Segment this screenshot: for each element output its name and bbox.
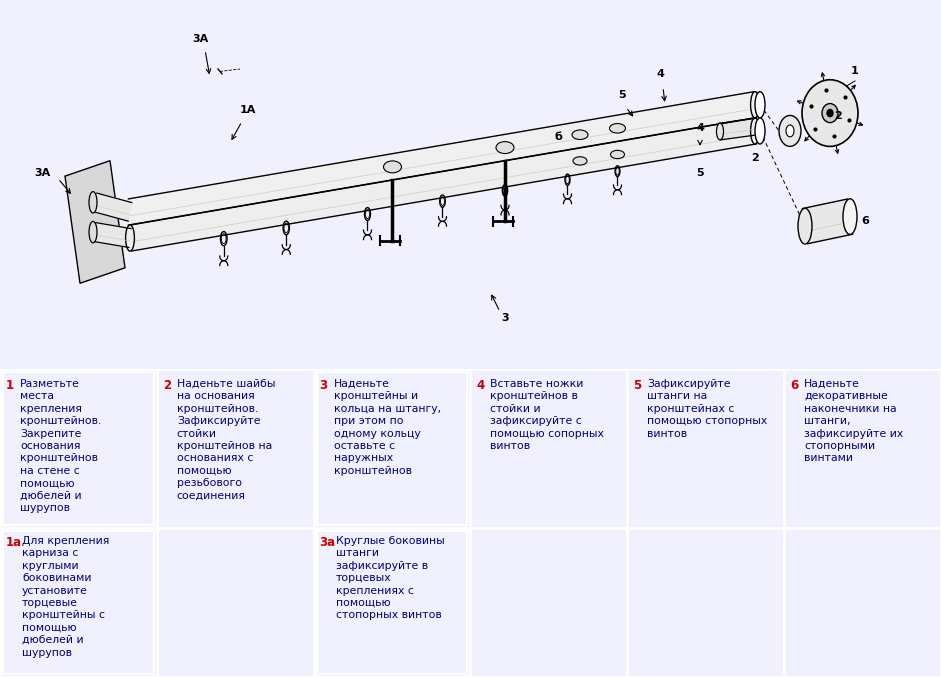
- Text: Наденьте
декоративные
наконечники на
штанги,
зафиксируйте их
стопорными
винтами: Наденьте декоративные наконечники на шта…: [805, 379, 903, 463]
- Ellipse shape: [89, 192, 97, 213]
- Text: 3: 3: [502, 313, 509, 324]
- Ellipse shape: [384, 161, 402, 173]
- Circle shape: [802, 80, 858, 146]
- Text: 4: 4: [656, 69, 664, 79]
- Polygon shape: [803, 199, 853, 244]
- Bar: [3, 531, 153, 674]
- Text: 5: 5: [696, 168, 704, 178]
- Text: 3а: 3а: [320, 536, 336, 549]
- Polygon shape: [93, 193, 132, 221]
- Text: 2: 2: [163, 379, 171, 392]
- Text: 4: 4: [696, 123, 704, 133]
- Ellipse shape: [610, 123, 626, 133]
- Ellipse shape: [496, 141, 514, 154]
- Ellipse shape: [125, 225, 135, 251]
- Circle shape: [822, 104, 838, 123]
- Polygon shape: [128, 118, 757, 251]
- Bar: [3, 372, 153, 525]
- Ellipse shape: [572, 130, 588, 139]
- Ellipse shape: [751, 91, 759, 118]
- Text: 6: 6: [790, 379, 798, 392]
- Bar: [317, 531, 468, 674]
- Text: 6: 6: [861, 216, 869, 225]
- Ellipse shape: [89, 221, 97, 243]
- Text: Наденьте шайбы
на основания
кронштейнов.
Зафиксируйте
стойки
кронштейнов на
осно: Наденьте шайбы на основания кронштейнов.…: [177, 379, 276, 500]
- Ellipse shape: [779, 116, 801, 146]
- Text: 1: 1: [6, 379, 14, 392]
- Ellipse shape: [843, 199, 857, 234]
- Text: 1: 1: [851, 66, 859, 76]
- Polygon shape: [719, 118, 756, 139]
- Text: 3А: 3А: [192, 34, 208, 43]
- Polygon shape: [94, 223, 131, 248]
- Text: Круглые боковины
штанги
зафиксируйте в
торцевых
креплениях с
помощью
стопорных в: Круглые боковины штанги зафиксируйте в т…: [336, 536, 444, 620]
- Text: 1А: 1А: [240, 105, 256, 115]
- Text: 1а: 1а: [6, 536, 23, 549]
- Ellipse shape: [755, 91, 765, 118]
- Text: Зафиксируйте
штанги на
кронштейнах с
помощью стопорных
винтов: Зафиксируйте штанги на кронштейнах с пом…: [647, 379, 768, 439]
- Text: 3А: 3А: [34, 168, 50, 178]
- Text: 2: 2: [834, 111, 842, 121]
- Circle shape: [827, 110, 833, 116]
- Text: 2: 2: [751, 153, 758, 162]
- Text: Разметьте
места
крепления
кронштейнов.
Закрепите
основания
кронштейнов
на стене : Разметьте места крепления кронштейнов. З…: [20, 379, 102, 513]
- Text: 5: 5: [618, 89, 626, 100]
- Ellipse shape: [786, 125, 794, 137]
- Ellipse shape: [798, 209, 812, 244]
- Polygon shape: [128, 92, 757, 225]
- Text: 5: 5: [633, 379, 642, 392]
- Bar: [317, 372, 468, 525]
- Text: 4: 4: [476, 379, 485, 392]
- Text: 3: 3: [320, 379, 327, 392]
- Ellipse shape: [751, 118, 759, 144]
- Ellipse shape: [716, 123, 724, 140]
- Polygon shape: [65, 160, 125, 283]
- Text: Вставьте ножки
кронштейнов в
стойки и
зафиксируйте с
помощью сопорных
винтов: Вставьте ножки кронштейнов в стойки и за…: [490, 379, 604, 451]
- Text: Для крепления
карниза с
круглыми
боковинами
установите
торцевые
кронштейны с
пом: Для крепления карниза с круглыми боковин…: [22, 536, 109, 657]
- Ellipse shape: [573, 157, 587, 165]
- Text: б: б: [554, 133, 562, 142]
- Text: Наденьте
кронштейны и
кольца на штангу,
при этом по
одному кольцу
оставьте с
нар: Наденьте кронштейны и кольца на штангу, …: [334, 379, 440, 476]
- Ellipse shape: [755, 118, 765, 144]
- Ellipse shape: [611, 150, 625, 158]
